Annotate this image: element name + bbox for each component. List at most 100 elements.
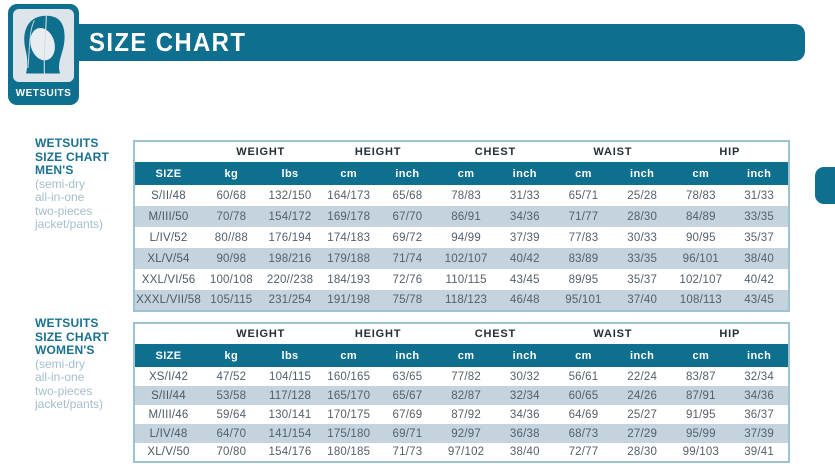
value-cell: 67/70 xyxy=(392,210,423,223)
value-cell: 90/95 xyxy=(685,231,716,244)
section-label-line: WOMEN'S xyxy=(35,343,95,357)
group-header-row: WEIGHT HEIGHT CHEST WAIST HIP xyxy=(134,323,789,344)
value-cell: 71/77 xyxy=(568,210,599,223)
value-cell: 72/76 xyxy=(392,273,423,286)
value-cell: 69/71 xyxy=(392,427,423,440)
section-sublabel-line: (semi-dry xyxy=(35,356,85,371)
section-label-men: WETSUITS SIZE CHART MEN'S (semi-dry all-in-o… xyxy=(35,136,130,232)
value-cell: 38/40 xyxy=(509,446,540,458)
table-row: L/IV/48 64/70 141/154 175/180 69/71 92/97 36/3… xyxy=(134,424,789,443)
value-cell: 87/92 xyxy=(451,408,481,421)
badge-label: WETSUITS xyxy=(15,88,72,99)
table-row: XS/I/42 47/52 104/115 160/165 63/65 77/82 30/3… xyxy=(134,367,789,386)
table-row: S/II/48 60/68 132/150 164/173 65/68 78/83 31/3… xyxy=(134,185,789,206)
group-header-cell: CHEST xyxy=(436,323,555,344)
value-cell: 34/36 xyxy=(509,210,540,223)
value-cell: 95/99 xyxy=(685,427,716,440)
value-cell: 65/71 xyxy=(568,189,599,202)
value-cell: 84/89 xyxy=(685,210,716,223)
unit-header-cell: cm xyxy=(319,162,379,185)
value-cell: 70/80 xyxy=(216,446,247,458)
value-cell: 184/193 xyxy=(327,273,371,286)
value-cell: 164/173 xyxy=(327,189,371,202)
table-row: S/II/44 53/58 117/128 165/170 65/67 82/87 32/3… xyxy=(134,386,789,405)
size-cell: L/IV/48 xyxy=(149,427,188,440)
value-cell: 96/101 xyxy=(682,252,720,265)
value-cell: 37/39 xyxy=(509,231,540,244)
section-sublabel-line: all-in-one xyxy=(35,370,85,384)
value-cell: 68/73 xyxy=(568,427,599,440)
table-row: XXL/VI/56 100/108 220//238 184/193 72/76 110/… xyxy=(134,269,789,290)
value-cell: 36/37 xyxy=(744,408,774,421)
value-cell: 33/35 xyxy=(627,252,658,265)
value-cell: 65/68 xyxy=(392,189,423,202)
unit-header-cell: lbs xyxy=(260,344,320,367)
value-cell: 70/78 xyxy=(216,210,247,223)
value-cell: 170/175 xyxy=(327,408,371,421)
value-cell: 104/115 xyxy=(268,370,312,383)
value-cell: 91/95 xyxy=(685,408,716,421)
wetsuit-hood-icon xyxy=(13,9,74,82)
table-row: M/III/46 59/64 130/141 170/175 67/69 87/92 34/… xyxy=(134,405,789,424)
unit-header-cell: SIZE xyxy=(134,162,202,185)
table-row: M/III/50 70/78 154/172 169/178 67/70 86/91 34/… xyxy=(134,206,789,227)
side-tab-button[interactable] xyxy=(815,167,835,204)
value-cell: 92/97 xyxy=(451,427,481,440)
value-cell: 25/27 xyxy=(627,408,658,421)
size-cell: XXXL/VII/58 xyxy=(136,294,201,306)
unit-header-cell: cm xyxy=(554,344,613,367)
value-cell: 160/165 xyxy=(327,370,371,383)
value-cell: 25/28 xyxy=(627,189,658,202)
value-cell: 100/108 xyxy=(209,273,253,286)
unit-header-cell: cm xyxy=(554,162,613,185)
value-cell: 89/95 xyxy=(568,273,599,286)
group-header-cell: HEIGHT xyxy=(319,323,437,344)
value-cell: 67/69 xyxy=(392,408,423,421)
value-cell: 94/99 xyxy=(451,231,481,244)
value-cell: 154/176 xyxy=(268,446,312,458)
unit-header-cell: inch xyxy=(378,162,437,185)
value-cell: 95/101 xyxy=(565,294,602,306)
value-cell: 87/91 xyxy=(685,389,716,402)
value-cell: 69/72 xyxy=(392,231,423,244)
unit-header-cell: inch xyxy=(612,344,672,367)
section-sublabel-line: two-pieces xyxy=(35,383,93,398)
unit-header-cell: inch xyxy=(730,162,789,185)
size-cell: M/III/50 xyxy=(148,210,189,223)
title-banner: SIZE CHART xyxy=(20,24,805,61)
value-cell: 176/194 xyxy=(268,231,312,244)
value-cell: 40/42 xyxy=(744,273,774,286)
value-cell: 56/61 xyxy=(568,370,599,383)
unit-header-row: SIZE kg lbs cm inch cm inch cm inch cm inch xyxy=(134,162,789,185)
value-cell: 191/198 xyxy=(327,294,371,306)
value-cell: 38/40 xyxy=(744,252,774,265)
value-cell: 75/78 xyxy=(392,294,423,306)
section-label-line: SIZE CHART xyxy=(35,329,109,344)
value-cell: 154/172 xyxy=(268,210,312,223)
unit-header-cell: cm xyxy=(671,344,731,367)
unit-header-cell: lbs xyxy=(260,162,320,185)
value-cell: 231/254 xyxy=(268,294,312,306)
value-cell: 220//238 xyxy=(266,273,314,286)
table-row: L/IV/52 80//88 176/194 174/183 69/72 94/99 37/… xyxy=(134,227,789,248)
value-cell: 99/103 xyxy=(682,446,720,458)
unit-header-cell: cm xyxy=(436,162,496,185)
value-cell: 59/64 xyxy=(216,408,247,421)
value-cell: 110/115 xyxy=(445,273,487,286)
value-cell: 35/37 xyxy=(744,231,774,244)
table-row: XXXL/VII/58 105/115 231/254 191/198 75/78 118… xyxy=(134,290,789,311)
size-table-women: WEIGHT HEIGHT CHEST WAIST HIP SIZE kg lbs cm inch… xyxy=(133,322,790,463)
value-cell: 169/178 xyxy=(327,210,371,223)
value-cell: 34/36 xyxy=(744,389,774,402)
value-cell: 30/32 xyxy=(509,370,540,383)
unit-header-cell: inch xyxy=(730,344,789,367)
unit-header-cell: inch xyxy=(495,162,555,185)
group-header-cell: WAIST xyxy=(554,323,672,344)
value-cell: 179/188 xyxy=(327,252,371,265)
value-cell: 174/183 xyxy=(327,231,371,244)
unit-header-cell: inch xyxy=(378,344,437,367)
value-cell: 78/83 xyxy=(685,189,716,202)
value-cell: 28/30 xyxy=(627,210,658,223)
section-sublabel-line: jacket/pants) xyxy=(35,217,104,231)
